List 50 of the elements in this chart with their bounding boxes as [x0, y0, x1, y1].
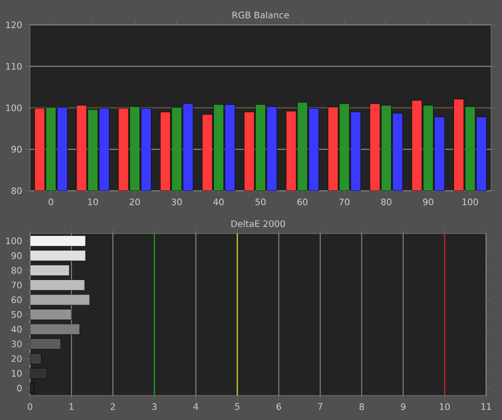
x-tick-label: 100	[462, 198, 478, 206]
x-tick-label: 30	[172, 198, 182, 206]
x-tick-label: 0	[28, 403, 32, 410]
x-tick-label: 5	[235, 403, 240, 410]
y-tick-label: 90	[11, 146, 22, 152]
x-tick-label: 80	[381, 198, 392, 206]
chart-title: RGB Balance	[232, 11, 289, 18]
bar	[30, 294, 90, 306]
x-tick-label: 60	[297, 198, 308, 206]
x-tick-label: 90	[423, 198, 434, 206]
bar	[30, 264, 70, 276]
y-tick-label: 40	[11, 326, 22, 332]
x-tick-label: 10	[440, 403, 450, 410]
x-tick-label: 8	[359, 403, 364, 410]
x-tick-label: 20	[130, 198, 140, 206]
x-tick-label: 3	[152, 403, 156, 410]
x-tick-label: 9	[400, 403, 406, 410]
x-tick-label: 4	[193, 403, 198, 410]
x-tick-label: 10	[88, 198, 98, 206]
chart-title: DeltaE 2000	[231, 220, 285, 227]
x-tick-label: 40	[213, 198, 224, 206]
x-tick-label: 50	[256, 198, 266, 206]
y-tick-label: 80	[12, 187, 22, 194]
y-tick-label: 100	[6, 237, 22, 244]
y-tick-label: 0	[17, 384, 22, 392]
bar	[30, 324, 80, 335]
x-tick-label: 1	[70, 403, 74, 410]
y-tick-label: 10	[12, 370, 22, 377]
y-tick-label: 20	[12, 355, 22, 362]
x-tick-label: 7	[318, 403, 322, 410]
y-tick-label: 50	[12, 310, 22, 318]
y-tick-label: 120	[6, 21, 22, 28]
x-tick-label: 70	[339, 198, 350, 206]
y-tick-label: 90	[11, 252, 22, 259]
y-tick-label: 110	[6, 62, 22, 70]
bar	[30, 353, 42, 364]
y-tick-label: 70	[12, 282, 22, 288]
y-tick-label: 80	[12, 266, 22, 274]
x-tick-label: 2	[110, 403, 115, 410]
bar	[30, 338, 61, 350]
bar	[30, 279, 85, 290]
x-tick-label: 6	[276, 403, 282, 410]
bar	[30, 235, 86, 246]
bar	[30, 368, 48, 379]
x-tick-label: 11	[481, 403, 491, 410]
y-tick-label: 100	[6, 104, 22, 112]
x-tick-label: 0	[48, 198, 54, 206]
y-tick-label: 60	[12, 296, 22, 303]
y-tick-label: 30	[12, 340, 22, 348]
bar	[30, 250, 86, 261]
